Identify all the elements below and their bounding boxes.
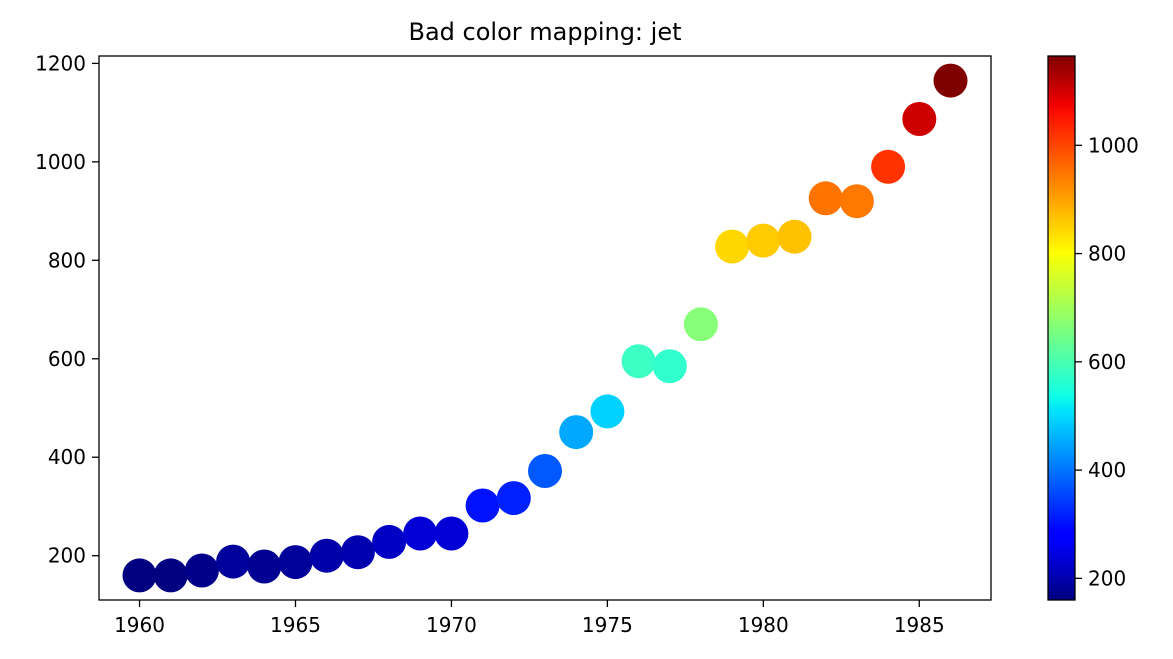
x-axis: 1960 1965 1970 1975 1980 1985: [114, 600, 945, 637]
data-point: [496, 481, 531, 516]
colorbar-tick-label: 200: [1088, 566, 1126, 590]
chart-title: Bad color mapping: jet: [409, 18, 682, 46]
points-layer: [122, 63, 968, 593]
data-point: [403, 516, 438, 551]
data-point: [122, 558, 157, 593]
data-point: [434, 516, 469, 551]
x-tick-label: 1980: [738, 613, 789, 637]
y-tick-label: 1000: [35, 150, 86, 174]
colorbar-tick-label: 400: [1088, 458, 1126, 482]
y-tick-label: 400: [48, 445, 86, 469]
data-point: [216, 544, 251, 579]
data-point: [372, 524, 407, 559]
data-point: [839, 184, 874, 219]
colorbar: [1047, 55, 1076, 601]
plot-frame: [98, 55, 992, 601]
data-point: [683, 307, 718, 342]
data-point: [247, 549, 282, 584]
x-tick-label: 1985: [894, 613, 945, 637]
data-point: [715, 229, 750, 264]
x-tick-label: 1960: [114, 613, 165, 637]
data-point: [465, 488, 500, 523]
colorbar-tick-label: 600: [1088, 350, 1126, 374]
data-point: [278, 545, 313, 580]
data-point: [340, 535, 375, 570]
data-point: [746, 223, 781, 258]
data-point: [902, 102, 937, 136]
data-point: [777, 219, 812, 254]
y-axis: 200 400 600 800 1000 1200: [35, 51, 99, 568]
y-tick-label: 1200: [35, 51, 86, 75]
x-tick-label: 1975: [582, 613, 633, 637]
colorbar-tick-label: 800: [1088, 242, 1126, 266]
y-tick-label: 200: [48, 544, 86, 568]
y-tick-label: 600: [48, 347, 86, 371]
data-point: [309, 538, 344, 573]
x-tick-label: 1970: [426, 613, 477, 637]
x-tick-label: 1965: [270, 613, 321, 637]
data-point: [933, 63, 968, 98]
y-tick-label: 800: [48, 248, 86, 272]
data-point: [652, 349, 687, 384]
data-point: [590, 394, 625, 429]
data-point: [153, 558, 188, 593]
data-point: [621, 344, 656, 379]
colorbar-axis: 200 400 600 800 1000: [1075, 133, 1139, 590]
data-point: [808, 181, 843, 216]
data-point: [559, 415, 594, 450]
data-point: [528, 454, 562, 488]
data-point: [184, 553, 219, 588]
data-point: [871, 149, 906, 184]
colorbar-tick-label: 1000: [1088, 133, 1139, 157]
